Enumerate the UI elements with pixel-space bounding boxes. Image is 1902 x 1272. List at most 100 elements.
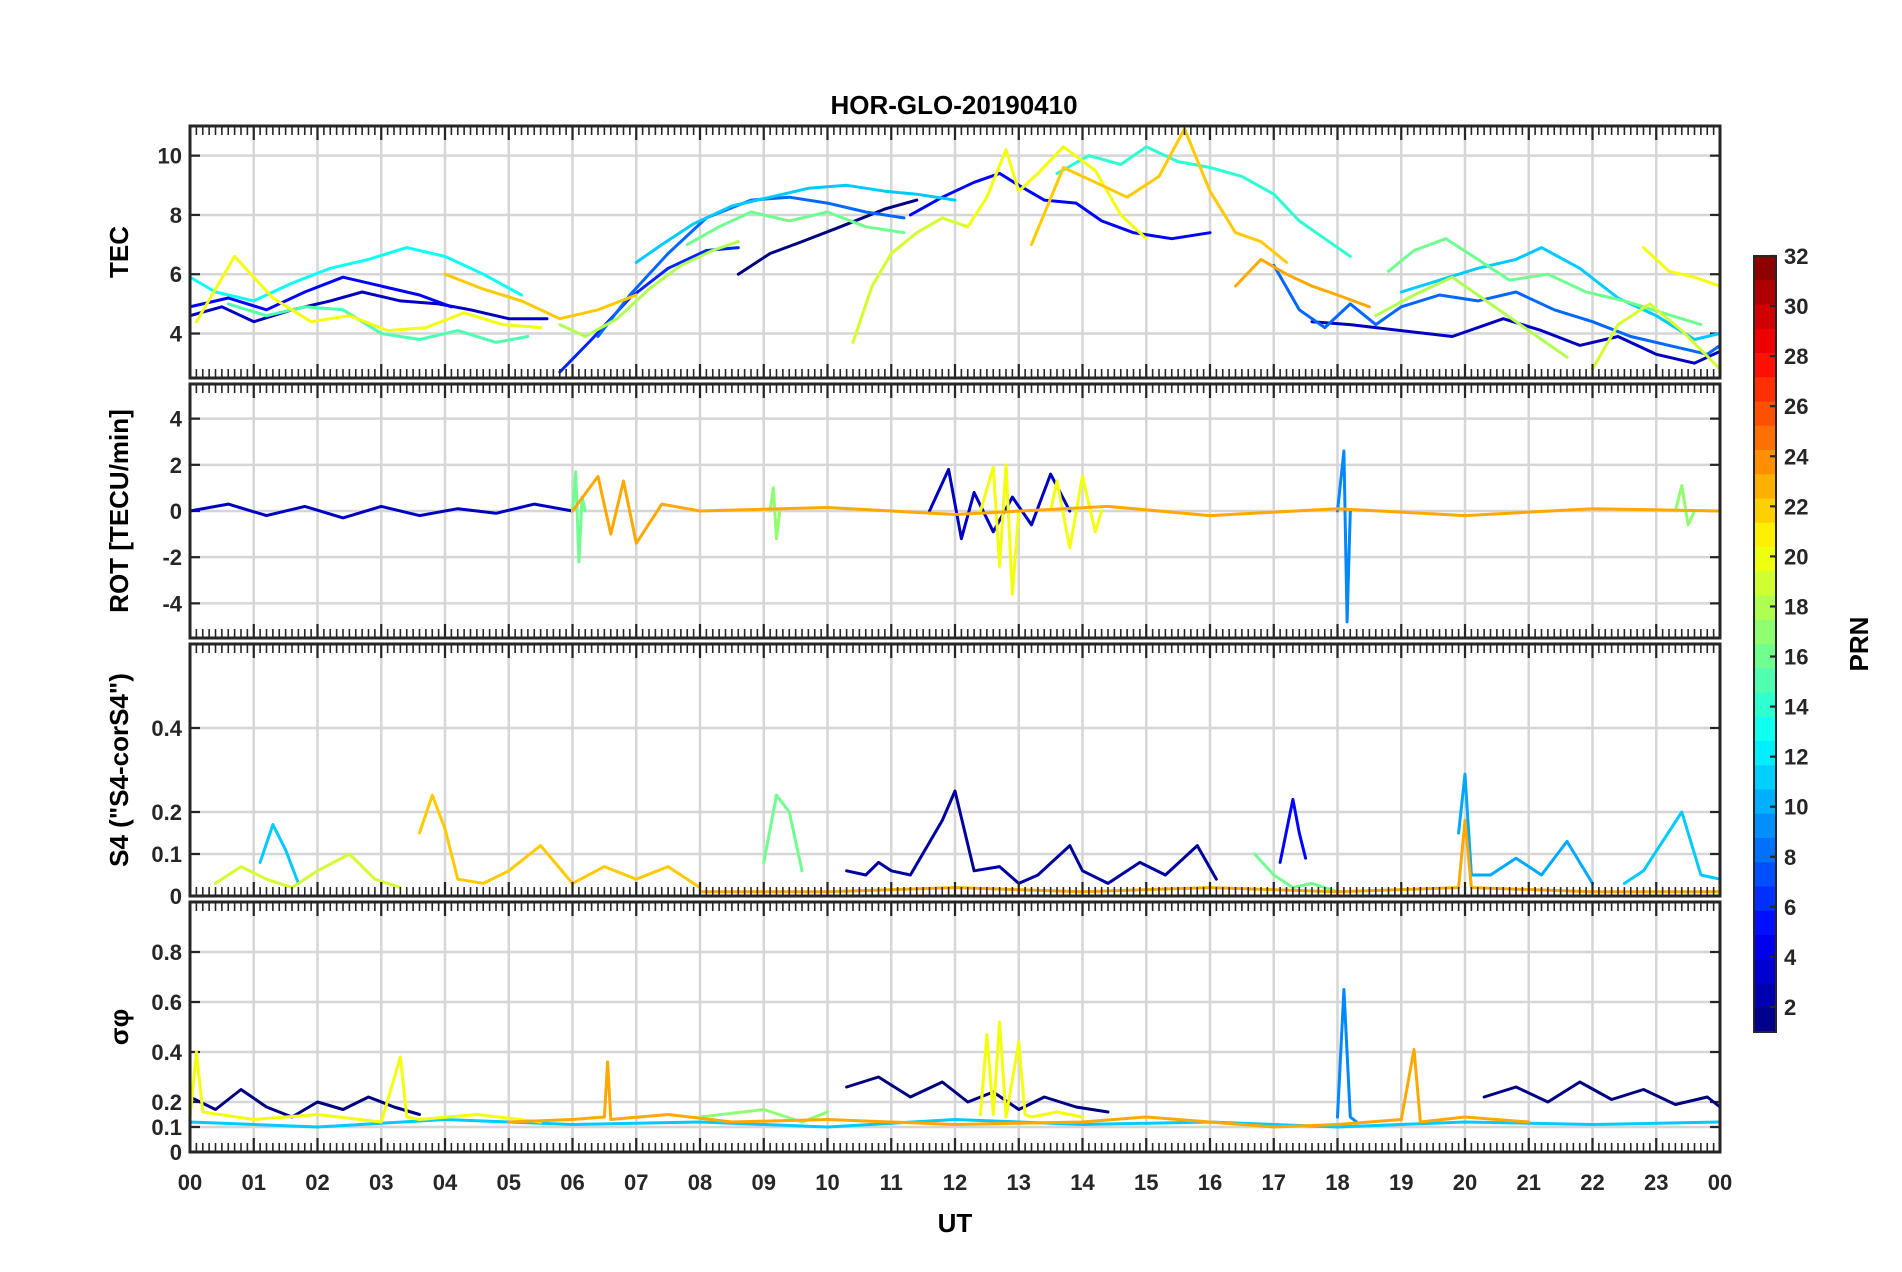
colorbar-segment [1754, 692, 1776, 718]
series-group-tec [190, 127, 1720, 374]
colorbar-segment [1754, 668, 1776, 694]
colorbar-tick-label: 14 [1784, 695, 1809, 720]
series-line [558, 240, 740, 338]
series-group-sigma [190, 988, 1720, 1129]
series-line [1482, 1080, 1720, 1109]
series-line [908, 171, 1212, 241]
series-line [1253, 852, 1339, 894]
colorbar-segment [1754, 425, 1776, 451]
colorbar-segment [1754, 862, 1776, 888]
colorbar-tick-label: 16 [1784, 645, 1808, 670]
colorbar-tick-label: 4 [1784, 945, 1797, 970]
y-axis-label-sigma: σφ [104, 1009, 134, 1045]
panel-tec: 4 6 8 10 TEC [104, 124, 1722, 380]
series-line [190, 502, 574, 520]
colorbar-tick-label: 10 [1784, 795, 1808, 820]
colorbar-segment [1754, 256, 1776, 281]
colorbar-segment [1754, 498, 1776, 524]
series-line [966, 145, 1148, 241]
panel-rot: -4 -2 0 2 4 ROT [TECU/min] [104, 382, 1722, 640]
colorbar-segment [1754, 547, 1776, 572]
series-line [571, 470, 587, 564]
y-tick-label: 0.4 [151, 716, 182, 741]
colorbar-tick-label: 22 [1784, 494, 1808, 519]
colorbar-segment [1754, 983, 1776, 1009]
x-tick-label: 03 [369, 1170, 393, 1195]
y-tick-label: 0 [170, 884, 182, 909]
y-tick-label: 0.1 [151, 1115, 182, 1140]
colorbar-label: PRN [1844, 617, 1874, 672]
colorbar-segment [1754, 377, 1776, 403]
x-tick-label: 20 [1453, 1170, 1477, 1195]
x-tick-label: 04 [433, 1170, 458, 1195]
series-line [226, 302, 530, 344]
panel-sigma: 00.10.2 0.4 0.6 0.8 σφ [104, 900, 1722, 1165]
colorbar-segment [1754, 838, 1776, 863]
x-tick-label: 00 [1708, 1170, 1732, 1195]
y-tick-label: 4 [170, 407, 183, 432]
x-tick-label: 13 [1007, 1170, 1031, 1195]
colorbar-segment [1754, 304, 1776, 330]
colorbar-segment [1754, 280, 1776, 306]
x-tick-label: 16 [1198, 1170, 1222, 1195]
y-axis-label-s4: S4 ("S4-corS4") [104, 673, 134, 867]
colorbar-segment [1754, 401, 1776, 427]
panel-frame [188, 382, 1722, 640]
colorbar-segment [1754, 644, 1776, 669]
colorbar-tick-label: 30 [1784, 294, 1808, 319]
series-line [1278, 797, 1308, 864]
y-tick-label: 2 [170, 453, 182, 478]
series-line [418, 793, 702, 890]
series-line [190, 1050, 543, 1124]
colorbar-segment [1754, 789, 1776, 815]
series-line [190, 1118, 1720, 1129]
colorbar-tick-label: 2 [1784, 995, 1796, 1020]
x-tick-label: 08 [688, 1170, 712, 1195]
colorbar-segment [1754, 1007, 1776, 1033]
colorbar-segment [1754, 765, 1776, 791]
series-line [507, 1048, 1531, 1129]
series-line [1310, 317, 1720, 365]
series-line [762, 793, 804, 873]
colorbar-segment [1754, 450, 1776, 475]
series-line [1399, 246, 1720, 341]
colorbar-tick-label: 28 [1784, 344, 1808, 369]
x-tick-label: 06 [560, 1170, 584, 1195]
x-tick-label: 10 [815, 1170, 839, 1195]
series-line [1457, 772, 1594, 885]
chart-title: HOR-GLO-20190410 [830, 90, 1077, 120]
colorbar-tick-label: 32 [1784, 244, 1808, 269]
series-line [1030, 127, 1288, 264]
x-tick-label: 22 [1580, 1170, 1604, 1195]
y-tick-label: 0 [170, 1140, 182, 1165]
x-tick-label: 18 [1325, 1170, 1349, 1195]
colorbar-frame [1753, 255, 1777, 1033]
series-line [1642, 246, 1720, 288]
x-tick-label: 15 [1134, 1170, 1158, 1195]
x-tick-label: 12 [943, 1170, 967, 1195]
x-tick-label: 11 [880, 1170, 903, 1195]
colorbar-segment [1754, 353, 1776, 378]
series-line [190, 1088, 421, 1119]
x-axis-label: UT [938, 1208, 973, 1238]
x-axis: 00 01 02 03 04 05 06 07 08 09 10 11 12 13 14 15 16 17 18 19… [178, 1170, 1732, 1195]
x-tick-label: 09 [752, 1170, 776, 1195]
x-tick-label: 00 [178, 1170, 202, 1195]
y-tick-label: 0 [170, 499, 182, 524]
y-tick-label: 0.8 [151, 940, 182, 965]
colorbar-tick-label: 8 [1784, 845, 1796, 870]
colorbar-segment [1754, 813, 1776, 839]
colorbar-tick-label: 24 [1784, 444, 1809, 469]
colorbar-segment [1754, 741, 1776, 766]
series-line [979, 1020, 1084, 1119]
y-tick-label: -2 [162, 545, 182, 570]
x-tick-label: 01 [242, 1170, 266, 1195]
series-group-s4 [214, 772, 1720, 894]
series-line [1673, 484, 1696, 527]
x-tick-label: 05 [497, 1170, 521, 1195]
colorbar-segment [1754, 959, 1776, 985]
series-line [258, 823, 300, 885]
